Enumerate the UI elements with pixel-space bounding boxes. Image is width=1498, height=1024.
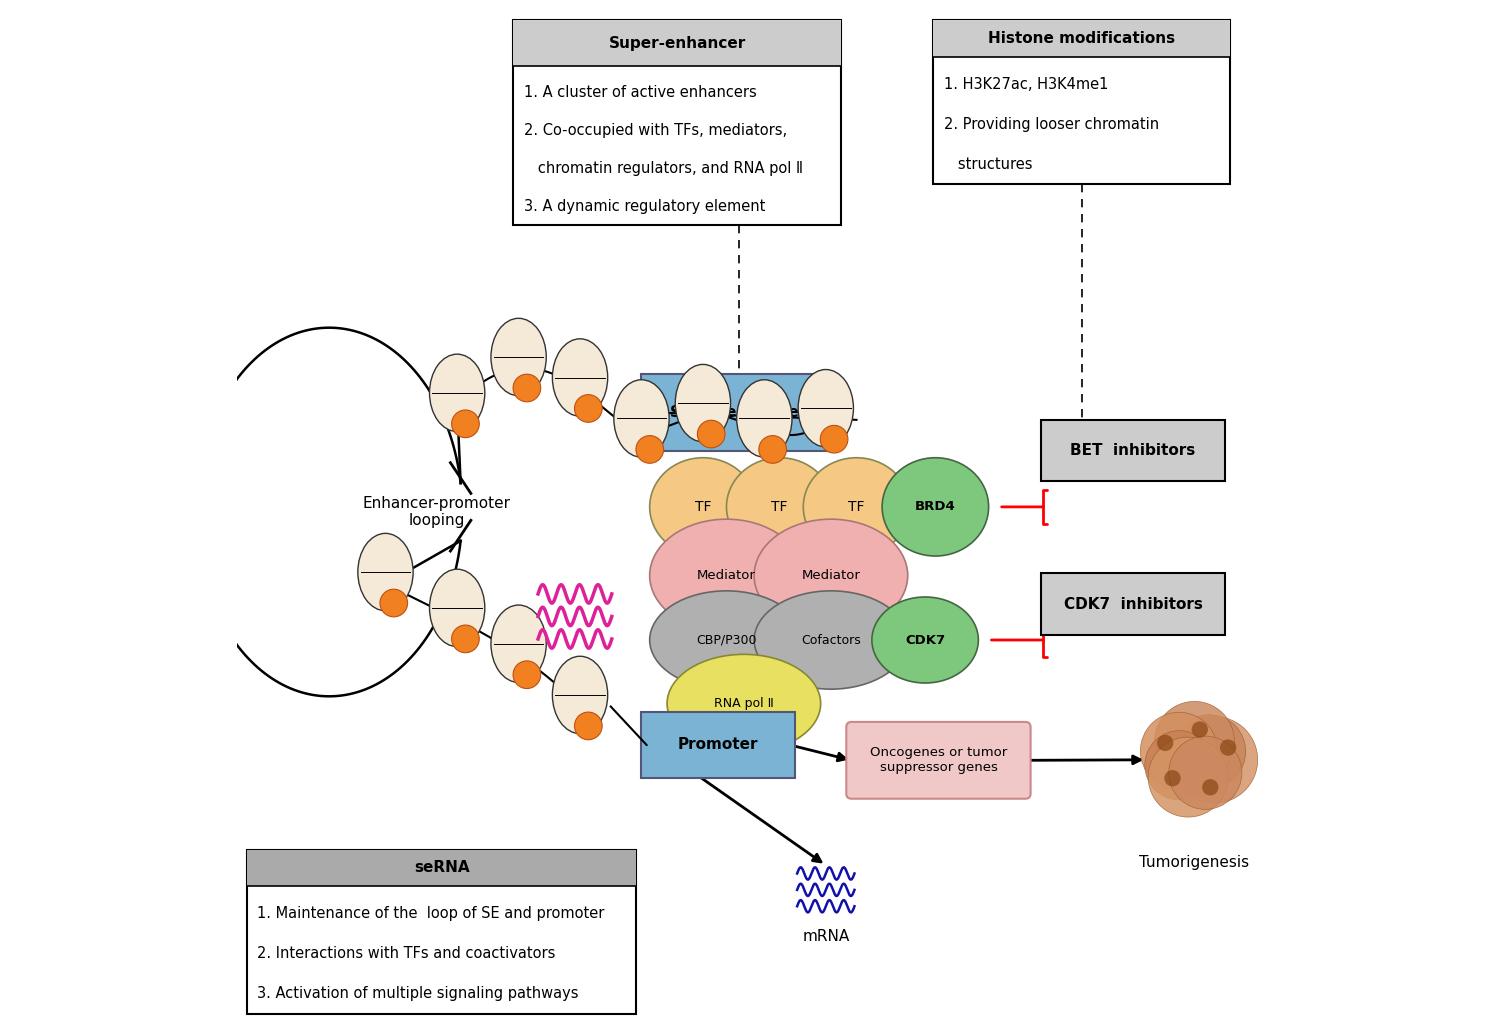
Ellipse shape: [737, 380, 792, 457]
Circle shape: [759, 435, 786, 463]
Ellipse shape: [803, 458, 909, 556]
Text: seRNA: seRNA: [413, 860, 469, 876]
Text: Promoter: Promoter: [679, 737, 758, 753]
Text: structures: structures: [944, 157, 1032, 172]
FancyBboxPatch shape: [514, 20, 842, 66]
Circle shape: [1156, 735, 1173, 752]
Text: Super-enhancer: Super-enhancer: [608, 36, 746, 50]
Ellipse shape: [676, 365, 731, 441]
Circle shape: [1147, 737, 1228, 817]
Text: 2. Interactions with TFs and coactivators: 2. Interactions with TFs and coactivator…: [258, 946, 556, 962]
Ellipse shape: [667, 654, 821, 753]
Circle shape: [575, 712, 602, 739]
Ellipse shape: [798, 370, 854, 446]
FancyBboxPatch shape: [514, 20, 842, 225]
Ellipse shape: [872, 597, 978, 683]
Ellipse shape: [650, 591, 803, 689]
Text: Cofactors: Cofactors: [801, 634, 861, 646]
Ellipse shape: [430, 569, 485, 646]
FancyBboxPatch shape: [1041, 573, 1225, 635]
Circle shape: [1173, 715, 1246, 788]
Circle shape: [514, 660, 541, 688]
FancyBboxPatch shape: [641, 712, 795, 778]
Text: Mediator: Mediator: [697, 569, 756, 582]
Ellipse shape: [491, 318, 547, 395]
FancyBboxPatch shape: [846, 722, 1031, 799]
Circle shape: [1201, 779, 1218, 796]
Text: TF: TF: [695, 500, 712, 514]
Text: CDK7: CDK7: [905, 634, 945, 646]
Circle shape: [1191, 721, 1207, 737]
Ellipse shape: [753, 519, 908, 632]
Circle shape: [575, 394, 602, 422]
Text: mRNA: mRNA: [801, 930, 849, 944]
FancyBboxPatch shape: [1041, 420, 1225, 481]
Text: Tumorigenesis: Tumorigenesis: [1140, 855, 1249, 869]
Circle shape: [1168, 736, 1242, 809]
Text: Histone modifications: Histone modifications: [989, 31, 1176, 46]
FancyBboxPatch shape: [641, 374, 836, 451]
Text: 1. Maintenance of the  loop of SE and promoter: 1. Maintenance of the loop of SE and pro…: [258, 906, 605, 922]
Text: 1. A cluster of active enhancers: 1. A cluster of active enhancers: [524, 85, 756, 99]
Text: CDK7  inhibitors: CDK7 inhibitors: [1064, 597, 1203, 611]
Ellipse shape: [358, 534, 413, 610]
Ellipse shape: [650, 519, 803, 632]
Text: CBP/P300: CBP/P300: [697, 634, 756, 646]
Ellipse shape: [727, 458, 833, 556]
Text: 2. Co-occupied with TFs, mediators,: 2. Co-occupied with TFs, mediators,: [524, 123, 786, 137]
Ellipse shape: [553, 656, 608, 733]
Text: TF: TF: [848, 500, 864, 514]
Ellipse shape: [753, 591, 908, 689]
Text: BRD4: BRD4: [915, 501, 956, 513]
Circle shape: [451, 625, 479, 652]
Circle shape: [1155, 701, 1234, 781]
Ellipse shape: [650, 458, 756, 556]
Text: 1. H3K27ac, H3K4me1: 1. H3K27ac, H3K4me1: [944, 77, 1109, 92]
Circle shape: [698, 420, 725, 447]
Circle shape: [514, 374, 541, 401]
FancyBboxPatch shape: [247, 850, 637, 1014]
Text: RNA pol Ⅱ: RNA pol Ⅱ: [715, 697, 774, 710]
Text: BET  inhibitors: BET inhibitors: [1071, 443, 1195, 458]
Ellipse shape: [430, 354, 485, 431]
Circle shape: [821, 425, 848, 453]
Circle shape: [637, 435, 664, 463]
Ellipse shape: [553, 339, 608, 416]
Text: 3. Activation of multiple signaling pathways: 3. Activation of multiple signaling path…: [258, 986, 580, 1001]
Text: Enhancer-promoter
looping: Enhancer-promoter looping: [363, 496, 511, 528]
Text: Oncogenes or tumor
suppressor genes: Oncogenes or tumor suppressor genes: [870, 746, 1007, 774]
Circle shape: [1144, 731, 1213, 800]
Ellipse shape: [882, 458, 989, 556]
Text: Super-enhancer: Super-enhancer: [670, 404, 807, 420]
Text: TF: TF: [771, 500, 788, 514]
FancyBboxPatch shape: [933, 20, 1230, 184]
Ellipse shape: [614, 380, 670, 457]
Text: chromatin regulators, and RNA pol Ⅱ: chromatin regulators, and RNA pol Ⅱ: [524, 161, 803, 176]
Circle shape: [1171, 717, 1258, 803]
Ellipse shape: [491, 605, 547, 682]
Text: Mediator: Mediator: [801, 569, 860, 582]
Text: 3. A dynamic regulatory element: 3. A dynamic regulatory element: [524, 199, 765, 214]
Circle shape: [1140, 713, 1218, 790]
Circle shape: [1164, 770, 1180, 786]
Circle shape: [451, 410, 479, 437]
FancyBboxPatch shape: [247, 850, 637, 886]
Text: 2. Providing looser chromatin: 2. Providing looser chromatin: [944, 117, 1158, 132]
Circle shape: [380, 589, 407, 616]
Circle shape: [1219, 739, 1236, 756]
FancyBboxPatch shape: [933, 20, 1230, 56]
